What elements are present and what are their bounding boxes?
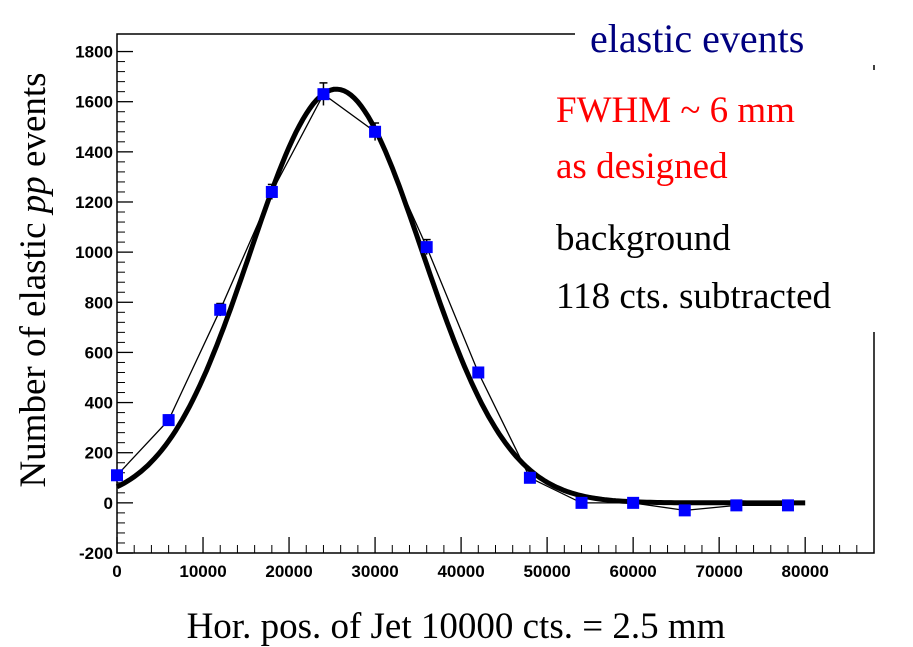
y-tick-label: 200 xyxy=(85,444,113,463)
data-point xyxy=(265,185,278,198)
y-axis-label: Number of elastic pp events xyxy=(13,72,54,487)
x-tick-label: 60000 xyxy=(609,562,656,581)
y-tick-label: 1000 xyxy=(75,243,113,262)
y-axis-label-suffix: events xyxy=(13,72,54,176)
data-point xyxy=(369,125,382,138)
design-text: as designed xyxy=(556,146,728,187)
x-tick-label: 30000 xyxy=(351,562,398,581)
title-box xyxy=(575,5,893,65)
y-axis-label-prefix: Number of elastic xyxy=(13,213,54,487)
y-tick-label: 600 xyxy=(85,343,113,362)
data-point xyxy=(317,88,330,101)
fit-curve-group xyxy=(115,86,806,506)
data-point xyxy=(781,499,794,512)
x-tick-label: 0 xyxy=(112,562,121,581)
data-point xyxy=(730,499,743,512)
data-point xyxy=(627,496,640,509)
x-tick-label: 10000 xyxy=(179,562,226,581)
data-points xyxy=(111,82,794,517)
chart-title: elastic events xyxy=(590,16,804,61)
fit-curve xyxy=(115,86,806,506)
data-point xyxy=(472,366,485,379)
y-tick-label: 1200 xyxy=(75,193,113,212)
y-tick-label: 1800 xyxy=(75,43,113,62)
x-tick-label: 70000 xyxy=(696,562,743,581)
data-point xyxy=(523,471,536,484)
data-connect-line xyxy=(116,93,788,512)
data-point xyxy=(575,496,588,509)
y-tick-label: -200 xyxy=(79,544,113,563)
subtracted-text: 118 cts. subtracted xyxy=(556,276,832,317)
y-tick-label: 800 xyxy=(85,293,113,312)
y-tick-label: 1600 xyxy=(75,93,113,112)
y-tick-label: 0 xyxy=(104,494,113,513)
y-axis-label-italic: pp xyxy=(13,176,54,216)
x-tick-label: 50000 xyxy=(523,562,570,581)
data-point xyxy=(420,241,433,254)
data-point xyxy=(214,303,227,316)
data-point xyxy=(162,414,175,427)
x-tick-label: 80000 xyxy=(782,562,829,581)
x-axis-label: Hor. pos. of Jet 10000 cts. = 2.5 mm xyxy=(187,606,726,647)
annotation-box xyxy=(535,70,885,332)
connect-line-group xyxy=(116,93,788,512)
data-point xyxy=(678,504,691,517)
y-tick-label: 400 xyxy=(85,394,113,413)
fwhm-text: FWHM ~ 6 mm xyxy=(556,90,795,131)
x-tick-label: 20000 xyxy=(265,562,312,581)
data-point xyxy=(111,469,123,482)
y-tick-label: 1400 xyxy=(75,143,113,162)
x-tick-label: 40000 xyxy=(437,562,484,581)
background-text: background xyxy=(556,218,731,259)
